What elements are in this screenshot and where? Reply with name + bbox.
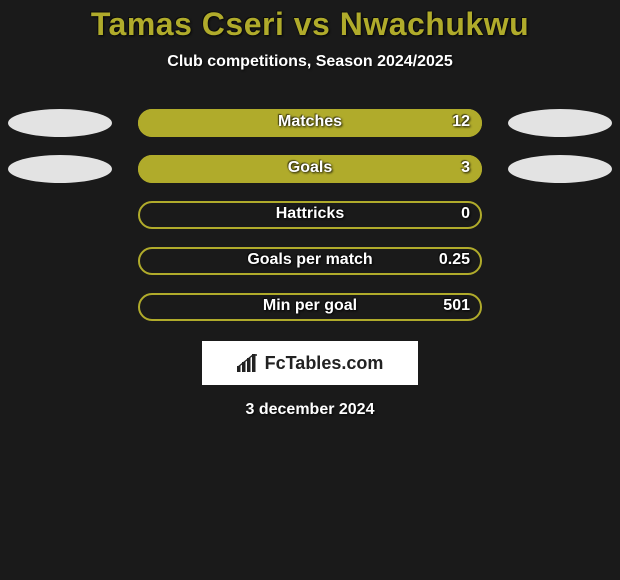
stat-value: 0 (461, 205, 470, 223)
stat-bar-fill (138, 109, 482, 137)
stat-row: Min per goal501 (0, 285, 620, 331)
date-label: 3 december 2024 (0, 401, 620, 419)
stat-label: Goals per match (138, 251, 482, 269)
stat-bar-fill (138, 155, 482, 183)
stat-bar: Goals per match0.25 (138, 247, 482, 275)
stat-rows-container: Matches12 Goals3 Hattricks0 Goals per match… (0, 101, 620, 331)
stat-bar-border (138, 247, 482, 275)
stat-bar: Goals3 (138, 155, 482, 183)
stat-bar: Min per goal501 (138, 293, 482, 321)
left-ellipse (8, 109, 112, 137)
stat-row: Goals3 (0, 147, 620, 193)
brand-text: FcTables.com (265, 353, 384, 374)
stat-label: Min per goal (138, 297, 482, 315)
chart-bar-icon (237, 354, 259, 372)
right-ellipse (508, 155, 612, 183)
stat-value: 0.25 (439, 251, 470, 269)
left-ellipse (8, 155, 112, 183)
stat-row: Matches12 (0, 101, 620, 147)
stat-bar: Hattricks0 (138, 201, 482, 229)
stat-row: Hattricks0 (0, 193, 620, 239)
page-title: Tamas Cseri vs Nwachukwu (0, 6, 620, 43)
brand-box[interactable]: FcTables.com (202, 341, 418, 385)
page-root: Tamas Cseri vs Nwachukwu Club competitio… (0, 0, 620, 580)
stat-row: Goals per match0.25 (0, 239, 620, 285)
right-ellipse (508, 109, 612, 137)
stat-bar: Matches12 (138, 109, 482, 137)
stat-bar-border (138, 293, 482, 321)
stat-label: Hattricks (138, 205, 482, 223)
stat-bar-border (138, 201, 482, 229)
page-subtitle: Club competitions, Season 2024/2025 (0, 53, 620, 71)
stat-value: 501 (443, 297, 470, 315)
